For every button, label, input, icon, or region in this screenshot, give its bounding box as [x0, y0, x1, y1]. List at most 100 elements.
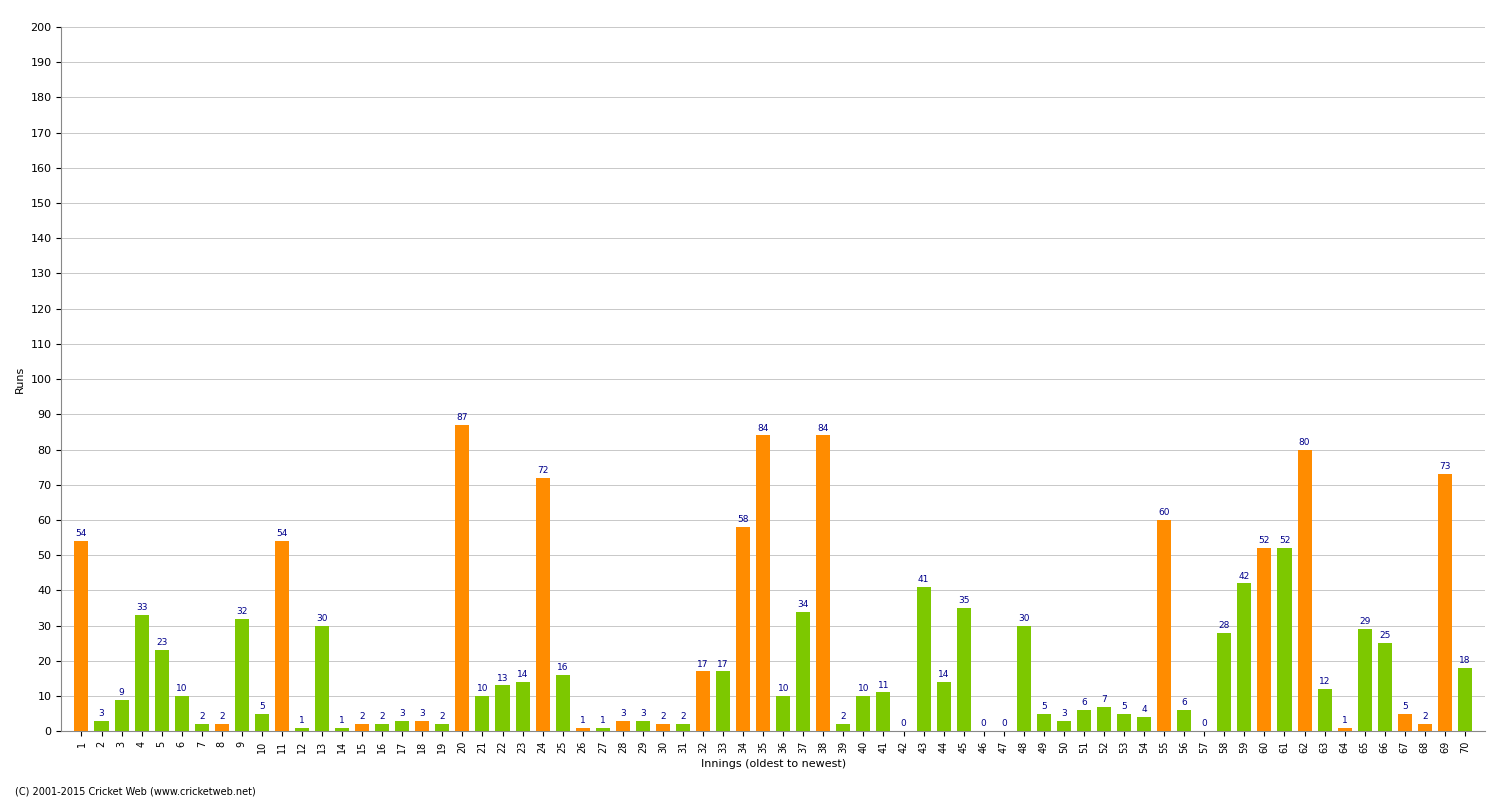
Text: 72: 72 [537, 466, 549, 475]
Bar [236, 618, 249, 731]
Bar [135, 615, 148, 731]
Text: 28: 28 [1218, 621, 1230, 630]
Bar [536, 478, 549, 731]
Text: 18: 18 [1460, 656, 1470, 665]
Bar [1438, 474, 1452, 731]
Text: 87: 87 [456, 413, 468, 422]
Bar [916, 587, 930, 731]
Bar [1178, 710, 1191, 731]
Bar [174, 696, 189, 731]
Bar [495, 686, 510, 731]
Text: 1: 1 [339, 716, 345, 725]
Text: 54: 54 [76, 530, 87, 538]
Text: 52: 52 [1258, 536, 1270, 546]
Bar [1096, 706, 1112, 731]
Text: 0: 0 [1000, 719, 1006, 729]
Text: 42: 42 [1239, 571, 1250, 581]
X-axis label: Innings (oldest to newest): Innings (oldest to newest) [700, 759, 846, 769]
Text: 0: 0 [1202, 719, 1208, 729]
Text: 17: 17 [717, 659, 729, 669]
Bar [576, 728, 590, 731]
Text: 80: 80 [1299, 438, 1311, 446]
Bar [214, 724, 230, 731]
Text: 5: 5 [1120, 702, 1126, 710]
Bar [1418, 724, 1432, 731]
Text: 35: 35 [958, 596, 969, 605]
Bar [334, 728, 350, 731]
Bar [1238, 583, 1251, 731]
Text: 17: 17 [698, 659, 709, 669]
Text: 0: 0 [981, 719, 987, 729]
Text: 1: 1 [298, 716, 304, 725]
Text: 60: 60 [1158, 508, 1170, 517]
Text: 30: 30 [1019, 614, 1029, 622]
Text: 13: 13 [496, 674, 508, 682]
Text: 6: 6 [1082, 698, 1088, 707]
Bar [516, 682, 530, 731]
Text: 29: 29 [1359, 618, 1371, 626]
Text: 34: 34 [798, 600, 808, 609]
Bar [1317, 689, 1332, 731]
Bar [837, 724, 850, 731]
Bar [776, 696, 790, 731]
Text: 23: 23 [156, 638, 168, 647]
Bar [274, 541, 290, 731]
Bar [796, 611, 810, 731]
Text: 2: 2 [1422, 712, 1428, 722]
Text: 10: 10 [777, 684, 789, 693]
Text: 14: 14 [518, 670, 528, 679]
Bar [456, 425, 470, 731]
Bar [1458, 668, 1472, 731]
Bar [416, 721, 429, 731]
Text: 84: 84 [818, 424, 830, 433]
Bar [255, 714, 268, 731]
Text: 3: 3 [420, 709, 424, 718]
Bar [435, 724, 450, 731]
Bar [1156, 520, 1172, 731]
Bar [94, 721, 108, 731]
Text: 16: 16 [556, 663, 568, 672]
Text: 0: 0 [900, 719, 906, 729]
Bar [1338, 728, 1352, 731]
Bar [1077, 710, 1090, 731]
Text: 2: 2 [660, 712, 666, 722]
Bar [596, 728, 610, 731]
Bar [1036, 714, 1052, 731]
Bar [1058, 721, 1071, 731]
Bar [756, 435, 770, 731]
Text: 9: 9 [118, 688, 124, 697]
Text: 5: 5 [1402, 702, 1407, 710]
Text: 52: 52 [1280, 536, 1290, 546]
Bar [296, 728, 309, 731]
Bar [555, 675, 570, 731]
Text: 2: 2 [840, 712, 846, 722]
Text: 1: 1 [580, 716, 585, 725]
Text: 14: 14 [938, 670, 950, 679]
Bar [1298, 450, 1311, 731]
Text: 41: 41 [918, 575, 930, 584]
Text: 25: 25 [1378, 631, 1390, 640]
Text: 5: 5 [260, 702, 266, 710]
Bar [315, 626, 328, 731]
Bar [1118, 714, 1131, 731]
Bar [656, 724, 670, 731]
Bar [394, 721, 410, 731]
Text: 3: 3 [640, 709, 645, 718]
Text: 1: 1 [600, 716, 606, 725]
Bar [716, 671, 730, 731]
Bar [957, 608, 970, 731]
Text: 12: 12 [1318, 677, 1330, 686]
Bar [1377, 643, 1392, 731]
Bar [696, 671, 709, 731]
Bar [1358, 629, 1371, 731]
Text: 84: 84 [758, 424, 770, 433]
Bar [1137, 717, 1150, 731]
Bar [476, 696, 489, 731]
Text: 30: 30 [316, 614, 328, 622]
Bar [636, 721, 650, 731]
Bar [154, 650, 168, 731]
Text: 1: 1 [1342, 716, 1347, 725]
Text: 2: 2 [440, 712, 446, 722]
Text: 2: 2 [219, 712, 225, 722]
Bar [1278, 548, 1292, 731]
